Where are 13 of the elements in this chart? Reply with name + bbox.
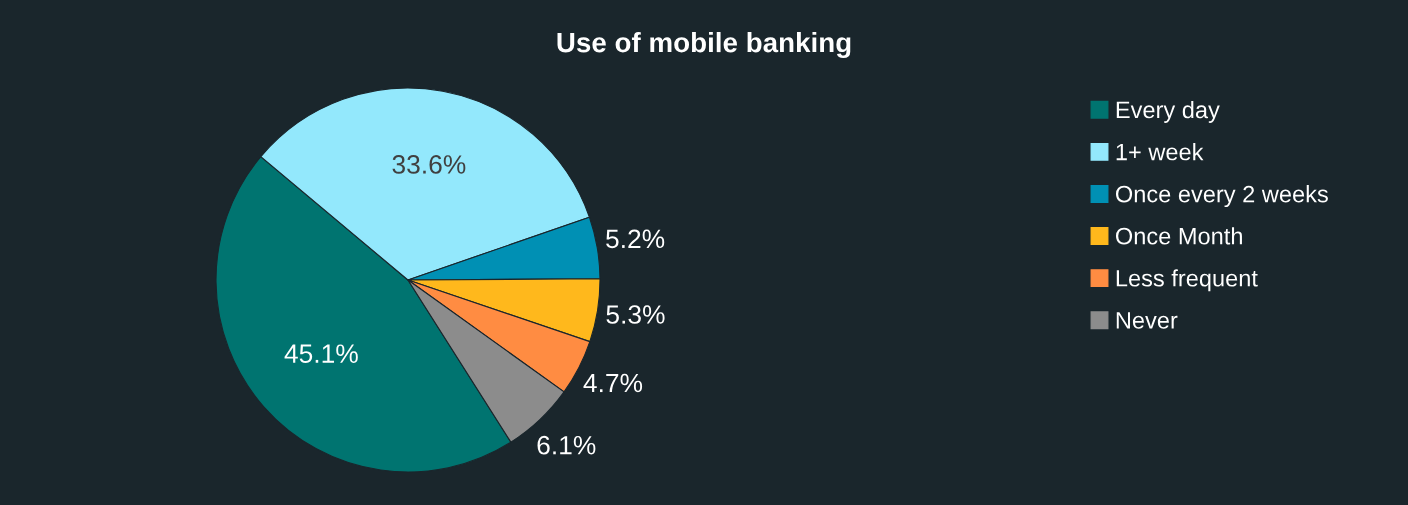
data-label: 45.1% [284, 344, 358, 363]
legend-label: Less frequent [1116, 269, 1258, 292]
data-label: 4.7% [583, 373, 643, 393]
data-label: 5.3% [606, 305, 665, 324]
legend-label: Once Month [1115, 227, 1242, 245]
chart-title: Use of mobile banking [557, 31, 851, 59]
legend-label: Once every 2 weeks [1115, 185, 1328, 208]
data-label: 5.2% [606, 229, 665, 249]
legend-label: Never [1116, 312, 1178, 329]
legend-label: 1+ week [1116, 143, 1204, 161]
legend-label: Every day [1116, 100, 1220, 123]
data-label: 33.6% [392, 155, 466, 174]
data-label: 6.1% [537, 435, 596, 455]
